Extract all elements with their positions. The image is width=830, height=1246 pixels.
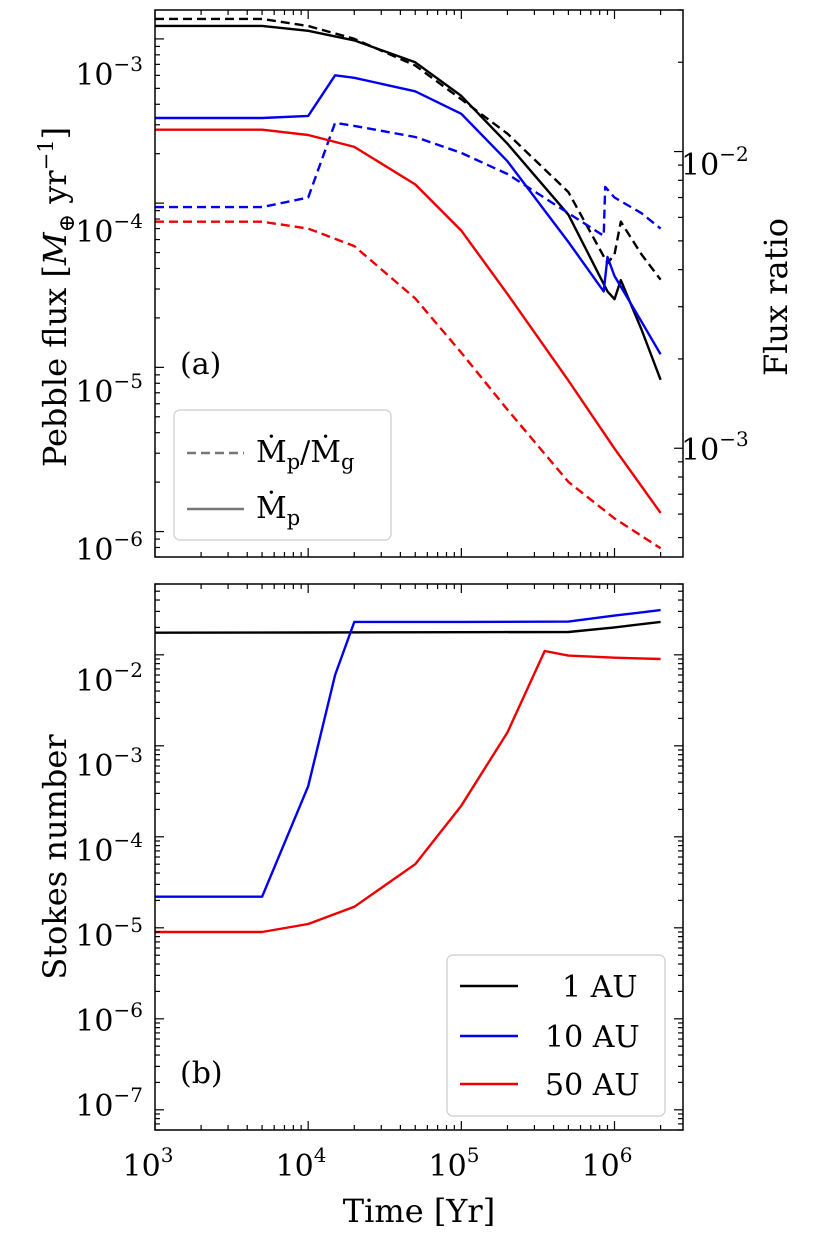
series-line bbox=[154, 620, 661, 634]
legend-frame bbox=[173, 409, 392, 541]
panel-b-xlabel: Time [Yr] bbox=[343, 1192, 495, 1230]
panel-b-xtick-label: 105 bbox=[429, 1143, 480, 1184]
panel-a-tag: (a) bbox=[180, 347, 221, 382]
legend-label-flux: Ṁp bbox=[256, 490, 300, 530]
panel-a-series bbox=[155, 17, 662, 550]
series-line bbox=[155, 121, 662, 238]
panel-a-ytick-label: 10−5 bbox=[75, 369, 143, 410]
panel-b-ytick-label: 10−5 bbox=[75, 913, 143, 954]
legend-label-50au: 50 AU bbox=[545, 1068, 640, 1103]
panel-b-ytick-label: 10−7 bbox=[75, 1083, 143, 1124]
panel-b: 10−2 10−3 10−4 10−5 10−6 10−7 103 104 10… bbox=[36, 583, 684, 1230]
legend-label-10au: 10 AU bbox=[545, 1020, 640, 1055]
panel-a-y2tick-label: 10−3 bbox=[681, 427, 749, 468]
panel-b-xtick-label: 103 bbox=[123, 1143, 174, 1184]
panel-a-ytick-label: 10−3 bbox=[75, 52, 143, 93]
legend-frame bbox=[446, 954, 666, 1117]
series-line bbox=[155, 74, 662, 355]
panel-b-ytick-label: 10−6 bbox=[75, 998, 143, 1039]
series-line bbox=[155, 608, 661, 898]
series-line bbox=[155, 649, 661, 934]
series-line bbox=[155, 17, 662, 281]
panel-b-xtick-label: 106 bbox=[582, 1143, 633, 1184]
panel-b-tag: (b) bbox=[180, 1056, 223, 1091]
panel-b-ytick-label: 10−2 bbox=[75, 658, 143, 699]
panel-a: 10−3 10−4 10−5 10−6 10−2 10−3 Pebble flu… bbox=[34, 9, 795, 568]
legend-label-1au: 1 AU bbox=[562, 970, 638, 1005]
panel-a-ticks bbox=[154, 9, 683, 558]
series-line bbox=[155, 220, 662, 550]
panel-a-frame bbox=[154, 9, 684, 558]
panel-b-ytick-label: 10−4 bbox=[75, 828, 143, 869]
panel-a-y2label: Flux ratio bbox=[757, 218, 795, 376]
panel-a-y2tick-label: 10−2 bbox=[681, 142, 749, 183]
panel-b-ylabel: Stokes number bbox=[36, 734, 74, 980]
panel-a-ytick-label: 10−4 bbox=[75, 209, 143, 250]
panel-b-ticks bbox=[154, 583, 683, 1131]
panel-b-ytick-label: 10−3 bbox=[75, 743, 143, 784]
panel-a-legend: Ṁp/Ṁg Ṁp bbox=[173, 409, 392, 541]
panel-a-ytick-label: 10−6 bbox=[75, 527, 143, 568]
legend-label-ratio: Ṁp/Ṁg bbox=[256, 434, 354, 474]
series-line bbox=[155, 128, 662, 514]
series-line bbox=[155, 24, 662, 381]
panel-b-xtick-label: 104 bbox=[276, 1143, 327, 1184]
panel-a-ylabel: Pebble flux [M⊕ yr−1] bbox=[34, 127, 80, 467]
panel-b-series bbox=[154, 608, 661, 934]
panel-b-legend: 1 AU 10 AU 50 AU bbox=[446, 954, 666, 1117]
